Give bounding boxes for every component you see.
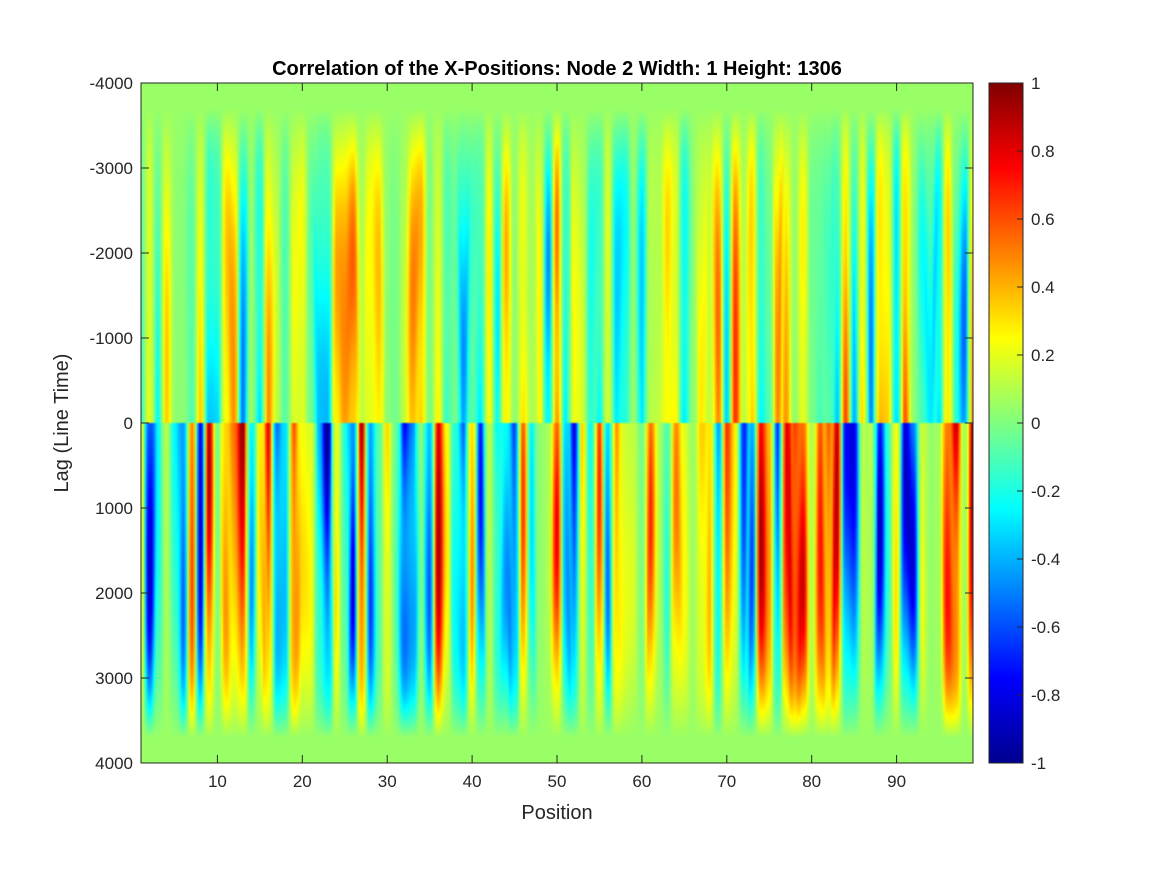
x-axis-label: Position [521,802,592,824]
colorbar-tick-label: 0.4 [1031,278,1055,297]
x-tick-label: 30 [378,772,397,791]
colorbar-tick-label: -0.4 [1031,550,1060,569]
y-tick-label: 3000 [95,669,133,688]
colorbar: -1 -0.8 -0.6 -0.4 -0.2 0 0.2 0.4 0.6 0.8 1 [988,74,1060,773]
colorbar-tick-label: 0 [1031,414,1040,433]
y-axis-label: Lag (Line Time) [51,354,73,493]
colorbar-tick-label: 0.6 [1031,210,1055,229]
y-axis-ticks: -4000 -3000 -2000 -1000 0 1000 2000 3000 4000 [90,74,973,773]
y-tick-label: 0 [124,414,133,433]
y-tick-label: 2000 [95,584,133,603]
x-tick-label: 80 [802,772,821,791]
colorbar-tick-label: 0.8 [1031,142,1055,161]
x-tick-label: 10 [208,772,227,791]
y-tick-label: -2000 [90,244,133,263]
heatmap-image [141,83,973,763]
colorbar-ticks: -1 -0.8 -0.6 -0.4 -0.2 0 0.2 0.4 0.6 0.8 1 [1017,74,1060,773]
x-tick-label: 90 [887,772,906,791]
x-tick-label: 40 [463,772,482,791]
colorbar-tick-label: 0.2 [1031,346,1055,365]
colorbar-tick-label: -0.8 [1031,686,1060,705]
colorbar-tick-label: 1 [1031,74,1040,93]
x-tick-label: 60 [632,772,651,791]
y-tick-label: 1000 [95,499,133,518]
y-tick-label: -3000 [90,159,133,178]
colorbar-tick-label: -0.6 [1031,618,1060,637]
y-tick-label: -1000 [90,329,133,348]
x-tick-label: 70 [717,772,736,791]
heatmap-area: 10 20 30 40 50 60 70 80 90 -4000 -3000 -2000 -1000 0… [90,74,974,791]
colorbar-tick-label: -1 [1031,754,1046,773]
colorbar-tick-label: -0.2 [1031,482,1060,501]
x-axis-ticks: 10 20 30 40 50 60 70 80 90 [208,83,906,791]
x-tick-label: 20 [293,772,312,791]
x-tick-label: 50 [548,772,567,791]
y-tick-label: -4000 [90,74,133,93]
y-tick-label: 4000 [95,754,133,773]
chart-title: Correlation of the X-Positions: Node 2 W… [272,58,842,80]
